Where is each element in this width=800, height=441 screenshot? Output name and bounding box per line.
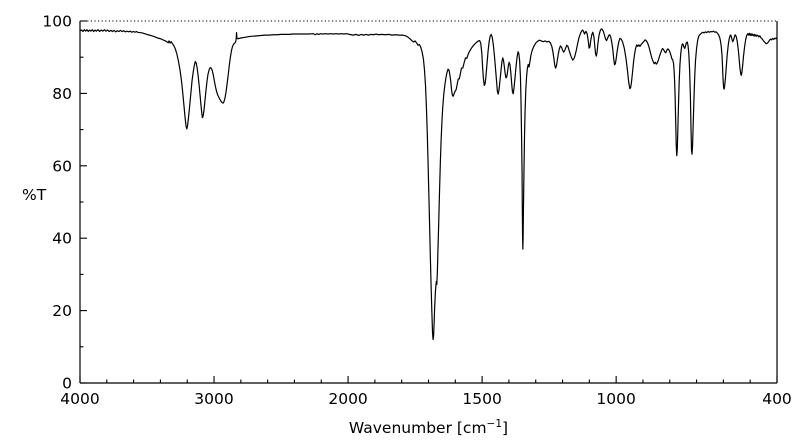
tick-marks: [79, 20, 778, 384]
spectrum-curve: [79, 28, 778, 341]
svg-text:1500: 1500: [462, 390, 501, 408]
x-axis-label-text: Wavenumber [cm: [348, 419, 487, 437]
svg-text:20: 20: [52, 302, 72, 320]
svg-text:80: 80: [52, 85, 72, 103]
svg-text:4000: 4000: [60, 390, 99, 408]
svg-text:400: 400: [762, 390, 792, 408]
svg-text:1000: 1000: [596, 390, 635, 408]
x-axis-label: Wavenumber [cm−1]: [80, 419, 777, 437]
svg-text:3000: 3000: [194, 390, 233, 408]
y-axis-label: %T: [22, 186, 47, 204]
svg-text:2000: 2000: [328, 390, 367, 408]
x-axis-label-superscript: −1: [486, 417, 503, 430]
svg-text:0: 0: [62, 375, 72, 393]
svg-text:40: 40: [52, 230, 72, 248]
svg-text:100: 100: [42, 13, 72, 31]
x-axis-label-bracket: ]: [502, 419, 509, 437]
svg-text:60: 60: [52, 157, 72, 175]
